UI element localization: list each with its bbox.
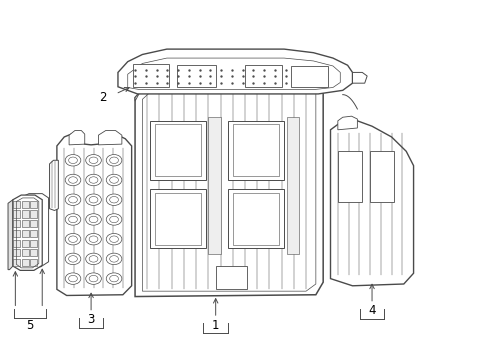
Circle shape bbox=[69, 275, 77, 282]
Bar bbox=[216, 266, 247, 289]
Bar bbox=[30, 259, 37, 266]
Bar bbox=[30, 249, 37, 256]
Circle shape bbox=[86, 194, 101, 206]
Circle shape bbox=[86, 233, 101, 245]
Circle shape bbox=[106, 194, 122, 206]
Bar bbox=[22, 230, 28, 237]
Polygon shape bbox=[338, 151, 362, 202]
Circle shape bbox=[86, 214, 101, 225]
Circle shape bbox=[106, 233, 122, 245]
Circle shape bbox=[89, 275, 98, 282]
Circle shape bbox=[89, 177, 98, 183]
Bar bbox=[30, 211, 37, 218]
Text: 1: 1 bbox=[212, 319, 220, 332]
Circle shape bbox=[86, 154, 101, 166]
Circle shape bbox=[65, 154, 81, 166]
Polygon shape bbox=[135, 78, 323, 101]
Circle shape bbox=[110, 157, 119, 163]
Circle shape bbox=[110, 275, 119, 282]
Bar bbox=[30, 230, 37, 237]
Text: 5: 5 bbox=[26, 319, 34, 332]
Bar bbox=[22, 259, 28, 266]
Polygon shape bbox=[57, 134, 132, 296]
Polygon shape bbox=[69, 131, 85, 145]
Circle shape bbox=[89, 256, 98, 262]
Circle shape bbox=[65, 194, 81, 206]
Polygon shape bbox=[176, 65, 216, 87]
Text: 3: 3 bbox=[87, 313, 95, 327]
Circle shape bbox=[89, 216, 98, 223]
Bar bbox=[13, 220, 20, 227]
Text: 4: 4 bbox=[368, 305, 376, 318]
Polygon shape bbox=[135, 78, 323, 297]
Circle shape bbox=[110, 177, 119, 183]
Circle shape bbox=[65, 174, 81, 186]
Circle shape bbox=[89, 157, 98, 163]
Circle shape bbox=[106, 214, 122, 225]
Polygon shape bbox=[228, 121, 284, 180]
Bar bbox=[13, 259, 20, 266]
Circle shape bbox=[89, 236, 98, 242]
Bar bbox=[13, 249, 20, 256]
Bar bbox=[22, 249, 28, 256]
Circle shape bbox=[86, 273, 101, 284]
Bar bbox=[30, 201, 37, 208]
Circle shape bbox=[69, 157, 77, 163]
Circle shape bbox=[69, 256, 77, 262]
Circle shape bbox=[65, 214, 81, 225]
Circle shape bbox=[106, 273, 122, 284]
Bar bbox=[22, 239, 28, 247]
Circle shape bbox=[110, 256, 119, 262]
Bar bbox=[13, 211, 20, 218]
Polygon shape bbox=[150, 189, 206, 248]
Circle shape bbox=[106, 174, 122, 186]
Circle shape bbox=[86, 174, 101, 186]
Circle shape bbox=[106, 154, 122, 166]
Polygon shape bbox=[352, 72, 367, 83]
Bar bbox=[13, 201, 20, 208]
Polygon shape bbox=[133, 64, 169, 87]
Circle shape bbox=[69, 236, 77, 242]
Polygon shape bbox=[150, 121, 206, 180]
Circle shape bbox=[110, 216, 119, 223]
Polygon shape bbox=[338, 116, 357, 130]
Polygon shape bbox=[287, 117, 299, 253]
Circle shape bbox=[69, 216, 77, 223]
Polygon shape bbox=[8, 200, 13, 270]
Polygon shape bbox=[208, 117, 220, 253]
Polygon shape bbox=[228, 189, 284, 248]
Circle shape bbox=[65, 233, 81, 245]
Bar bbox=[13, 239, 20, 247]
Polygon shape bbox=[292, 66, 328, 87]
Bar bbox=[13, 230, 20, 237]
Text: 2: 2 bbox=[99, 91, 107, 104]
Polygon shape bbox=[369, 151, 394, 202]
Polygon shape bbox=[118, 49, 352, 94]
Bar bbox=[22, 211, 28, 218]
Circle shape bbox=[110, 197, 119, 203]
Bar bbox=[30, 220, 37, 227]
Polygon shape bbox=[13, 195, 42, 270]
Circle shape bbox=[65, 273, 81, 284]
Circle shape bbox=[106, 253, 122, 265]
Polygon shape bbox=[245, 65, 282, 87]
Polygon shape bbox=[331, 119, 414, 286]
Circle shape bbox=[89, 197, 98, 203]
Bar bbox=[30, 239, 37, 247]
Polygon shape bbox=[21, 194, 49, 267]
Circle shape bbox=[69, 177, 77, 183]
Bar bbox=[22, 220, 28, 227]
Bar bbox=[22, 201, 28, 208]
Polygon shape bbox=[98, 131, 122, 145]
Polygon shape bbox=[49, 160, 58, 211]
Circle shape bbox=[69, 197, 77, 203]
Circle shape bbox=[65, 253, 81, 265]
Circle shape bbox=[110, 236, 119, 242]
Circle shape bbox=[86, 253, 101, 265]
